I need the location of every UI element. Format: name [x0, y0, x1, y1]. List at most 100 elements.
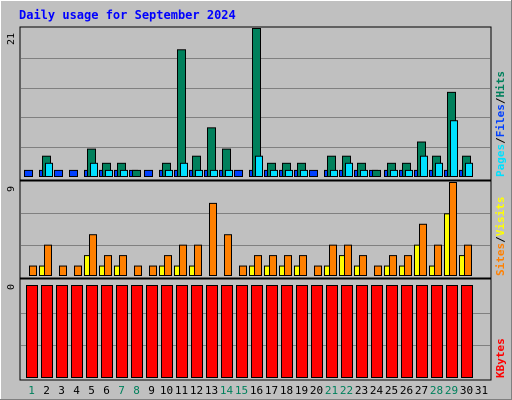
x-tick-label: 17: [265, 384, 278, 397]
x-tick-label: 10: [160, 384, 173, 397]
sites-bar: [314, 265, 322, 276]
x-tick-label: 5: [88, 384, 95, 397]
kbytes-bar: [206, 285, 218, 378]
pages-bar: [69, 169, 78, 177]
sites-bar: [449, 182, 457, 276]
files-bar: [345, 162, 353, 178]
kbytes-bar: [86, 285, 98, 378]
kbytes-ymax-label: 0: [6, 284, 17, 290]
sites-bar: [299, 255, 307, 277]
files-bar: [270, 169, 278, 177]
files-bar: [45, 162, 53, 178]
x-tick-label: 30: [460, 384, 473, 397]
files-bar: [195, 169, 203, 177]
pages-bar: [144, 169, 153, 177]
kbytes-bar: [221, 285, 233, 378]
x-tick-label: 19: [295, 384, 308, 397]
kbytes-bar: [101, 285, 113, 378]
sites-bar: [419, 223, 427, 276]
files-bar: [465, 162, 473, 178]
x-tick-label: 11: [175, 384, 188, 397]
x-tick-label: 27: [415, 384, 428, 397]
kbytes-bar: [416, 285, 428, 378]
x-tick-label: 23: [355, 384, 368, 397]
x-tick-label: 20: [310, 384, 323, 397]
legend-sites: Sites: [494, 243, 507, 276]
files-bar: [360, 169, 368, 177]
legend-mid-text: Sites/Visits: [494, 197, 507, 277]
legend-separator: /: [494, 137, 507, 144]
files-bar: [405, 169, 413, 177]
kbytes-bar: [176, 285, 188, 378]
hits-bar: [132, 169, 141, 177]
kbytes-bar: [386, 285, 398, 378]
legend-mid: Sites/Visits: [494, 197, 507, 277]
files-bar: [165, 169, 173, 177]
files-bar: [180, 162, 188, 178]
x-tick-label: 29: [445, 384, 458, 397]
kbytes-bar: [236, 285, 248, 378]
sites-bar: [149, 265, 157, 276]
sites-bar: [269, 255, 277, 277]
sites-bar: [104, 255, 112, 277]
x-tick-label: 13: [205, 384, 218, 397]
files-bar: [225, 169, 233, 177]
kbytes-bar: [281, 285, 293, 378]
x-tick-label: 15: [235, 384, 248, 397]
x-axis-labels: 1 2 3 4 5 6 7 8 9 10 11 12 13 14 15 16 17 18 19 20 21 22 23 24 2…: [28, 384, 488, 397]
hits-bar: [372, 169, 381, 177]
sites-bar: [194, 244, 202, 277]
files-bar: [435, 162, 443, 178]
sites-bar: [464, 244, 472, 277]
files-bar: [450, 120, 458, 178]
x-tick-label: 6: [103, 384, 110, 397]
sites-bar: [434, 244, 442, 277]
legend-separator: /: [494, 236, 507, 243]
kbytes-bar: [446, 285, 458, 378]
legend-hits: Hits: [494, 71, 507, 98]
sites-bar: [239, 265, 247, 276]
x-tick-label: 4: [73, 384, 80, 397]
files-bar: [210, 169, 218, 177]
x-tick-label: 18: [280, 384, 293, 397]
x-tick-label: 1: [28, 384, 35, 397]
sites-bar: [44, 244, 52, 277]
legend-visits: Visits: [494, 197, 507, 237]
kbytes-bar: [296, 285, 308, 378]
x-tick-label: 21: [325, 384, 338, 397]
sites-bar: [284, 255, 292, 277]
sites-bar: [329, 244, 337, 277]
chart-title: Daily usage for September 2024: [19, 8, 236, 22]
x-tick-label: 31: [475, 384, 488, 397]
files-bar: [105, 169, 113, 177]
files-bar: [120, 169, 128, 177]
kbytes-bar: [161, 285, 173, 378]
x-tick-label: 22: [340, 384, 353, 397]
pages-bar: [234, 169, 243, 177]
files-bar: [285, 169, 293, 177]
x-tick-label: 2: [43, 384, 50, 397]
sites-bar: [74, 265, 82, 276]
sites-bar: [119, 255, 127, 277]
x-tick-label: 9: [148, 384, 155, 397]
hits-bar: [177, 49, 186, 177]
sites-bar: [209, 202, 217, 276]
pages-bar: [24, 169, 33, 177]
sites-bar: [134, 265, 142, 276]
visits-ymax-label: 9: [6, 186, 17, 192]
kbytes-bar: [191, 285, 203, 378]
kbytes-bar: [431, 285, 443, 378]
kbytes-bar: [266, 285, 278, 378]
hits-bar: [252, 28, 261, 177]
kbytes-bar: [56, 285, 68, 378]
legend-separator: /: [494, 97, 507, 104]
files-bar: [390, 169, 398, 177]
sites-bar: [224, 234, 232, 277]
sites-bar: [374, 265, 382, 276]
legend-top: Pages/Files/Hits: [494, 71, 507, 177]
legend-bot: KBytes: [494, 338, 507, 378]
kbytes-bar: [326, 285, 338, 378]
bars-layer: [24, 28, 473, 378]
